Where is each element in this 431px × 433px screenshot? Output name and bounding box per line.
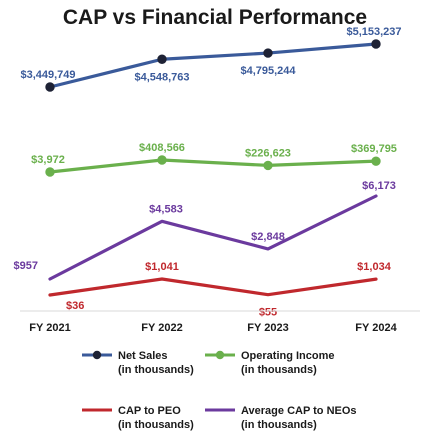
x-tick-label: FY 2021 (29, 322, 70, 334)
legend-label: CAP to PEO (118, 405, 181, 417)
data-label: $3,449,749 (20, 69, 75, 81)
data-label: $1,034 (357, 261, 392, 273)
legend-marker (215, 350, 225, 360)
series-cap-to-peo: $36 $1,041 $55 $1,034 (48, 261, 392, 319)
legend-label: (in thousands) (118, 364, 194, 376)
data-label: $3,972 (31, 154, 65, 166)
series-net-sales: $3,449,749 $4,548,763 $4,795,244 $5,153,237 (20, 26, 402, 92)
legend: Net Sales (in thousands) Operating Income (… (82, 350, 357, 431)
legend-label: Average CAP to NEOs (241, 405, 357, 417)
legend-marker (92, 350, 102, 360)
data-label: $36 (66, 300, 84, 312)
data-label: $1,041 (145, 261, 179, 273)
series-average-cap-to-neos: $957 $4,583 $2,848 $6,173 (14, 180, 396, 281)
data-label: $226,623 (245, 147, 291, 159)
plot-area: $3,449,749 $4,548,763 $4,795,244 $5,153,237… (14, 26, 402, 319)
legend-item-average-cap-to-neos: Average CAP to NEOs (in thousands) (205, 405, 357, 431)
data-point (263, 160, 273, 171)
data-label: $4,583 (149, 203, 183, 215)
x-tick-label: FY 2023 (247, 322, 288, 334)
series-line-net-sales (48, 42, 378, 89)
chart-title: CAP vs Financial Performance (63, 6, 367, 29)
data-label: $55 (259, 307, 277, 319)
data-point (371, 39, 381, 49)
legend-label: Net Sales (118, 350, 168, 362)
legend-label: (in thousands) (241, 419, 317, 431)
legend-item-cap-to-peo: CAP to PEO (in thousands) (82, 405, 194, 431)
x-axis: FY 2021 FY 2022 FY 2023 FY 2024 (29, 322, 397, 334)
data-point (263, 48, 273, 58)
data-point (45, 82, 55, 92)
data-label: $5,153,237 (346, 26, 401, 38)
legend-label: (in thousands) (241, 364, 317, 376)
data-label: $6,173 (362, 180, 396, 192)
legend-label: Operating Income (241, 350, 335, 362)
data-label: $408,566 (139, 142, 185, 154)
series-line-average-cap-to-neos (48, 194, 378, 281)
series-operating-income: $3,972 $408,566 $226,623 $369,795 (31, 142, 397, 177)
data-label: $4,548,763 (134, 71, 189, 83)
data-label: $957 (14, 260, 38, 272)
data-point (45, 167, 55, 177)
data-label: $4,795,244 (240, 65, 296, 77)
data-point (157, 155, 167, 165)
data-label: $2,848 (251, 231, 285, 243)
data-point (371, 156, 381, 166)
legend-item-operating-income: Operating Income (in thousands) (205, 350, 335, 376)
data-label: $369,795 (351, 143, 397, 155)
legend-item-net-sales: Net Sales (in thousands) (82, 350, 194, 376)
data-point (157, 54, 167, 64)
legend-label: (in thousands) (118, 419, 194, 431)
x-tick-label: FY 2024 (355, 322, 397, 334)
series-line-operating-income (48, 158, 378, 174)
x-tick-label: FY 2022 (141, 322, 182, 334)
series-line-cap-to-peo (48, 277, 378, 297)
